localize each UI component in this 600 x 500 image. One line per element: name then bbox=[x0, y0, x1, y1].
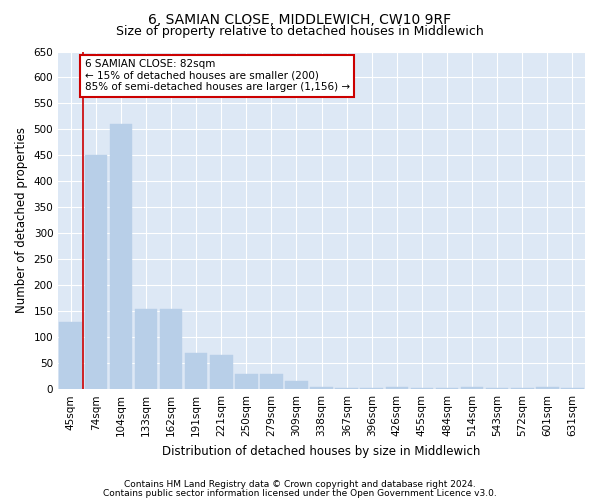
Text: Contains HM Land Registry data © Crown copyright and database right 2024.: Contains HM Land Registry data © Crown c… bbox=[124, 480, 476, 489]
Bar bbox=[160, 308, 182, 389]
Bar bbox=[59, 322, 82, 389]
Bar bbox=[110, 124, 132, 389]
Bar bbox=[511, 388, 533, 389]
Bar bbox=[85, 156, 107, 389]
Bar bbox=[185, 353, 208, 389]
Bar bbox=[310, 386, 333, 389]
Text: Contains public sector information licensed under the Open Government Licence v3: Contains public sector information licen… bbox=[103, 488, 497, 498]
Bar bbox=[260, 374, 283, 389]
Bar bbox=[486, 388, 508, 389]
Bar bbox=[134, 308, 157, 389]
Text: 6, SAMIAN CLOSE, MIDDLEWICH, CW10 9RF: 6, SAMIAN CLOSE, MIDDLEWICH, CW10 9RF bbox=[148, 12, 452, 26]
Bar bbox=[235, 374, 257, 389]
X-axis label: Distribution of detached houses by size in Middlewich: Distribution of detached houses by size … bbox=[163, 444, 481, 458]
Bar bbox=[461, 386, 484, 389]
Bar bbox=[436, 388, 458, 389]
Bar bbox=[536, 386, 559, 389]
Text: Size of property relative to detached houses in Middlewich: Size of property relative to detached ho… bbox=[116, 25, 484, 38]
Bar bbox=[386, 386, 408, 389]
Bar bbox=[361, 388, 383, 389]
Text: 6 SAMIAN CLOSE: 82sqm
← 15% of detached houses are smaller (200)
85% of semi-det: 6 SAMIAN CLOSE: 82sqm ← 15% of detached … bbox=[85, 60, 350, 92]
Y-axis label: Number of detached properties: Number of detached properties bbox=[15, 128, 28, 314]
Bar bbox=[285, 382, 308, 389]
Bar bbox=[210, 356, 233, 389]
Bar bbox=[335, 388, 358, 389]
Bar bbox=[561, 388, 584, 389]
Bar bbox=[410, 388, 433, 389]
